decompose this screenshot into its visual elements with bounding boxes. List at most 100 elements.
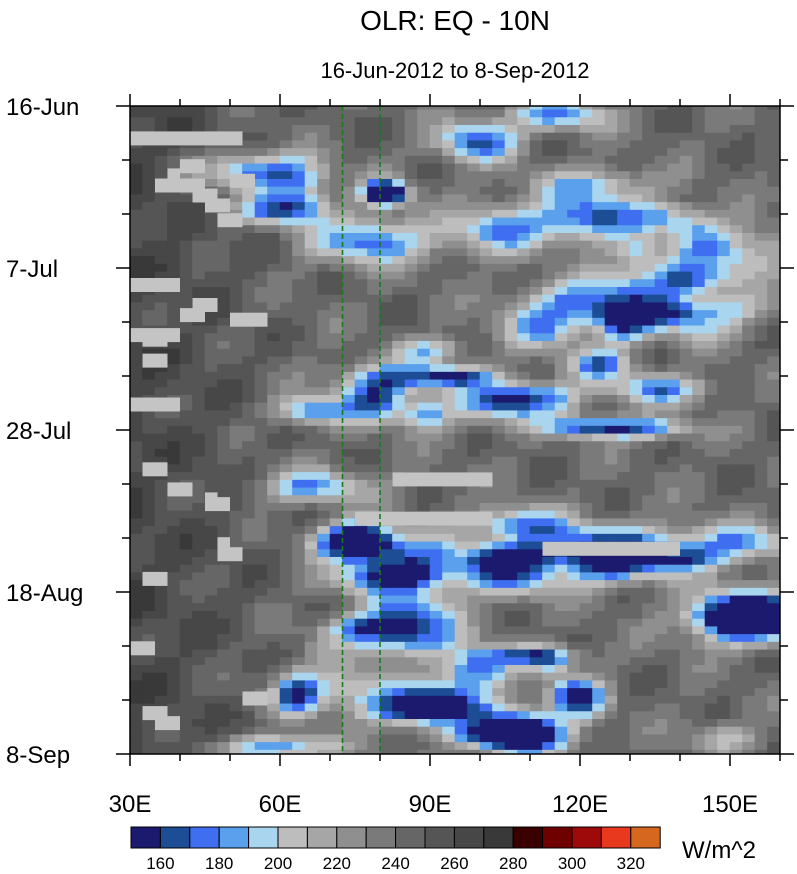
field-cell [417,587,431,597]
field-cell [404,672,418,682]
field-cell [467,464,481,473]
field-cell [642,132,656,142]
field-cell [454,464,468,473]
field-cell [567,610,581,620]
field-cell [179,549,193,558]
field-cell [629,394,643,404]
field-cell [242,726,256,736]
field-cell [417,433,431,442]
field-cell [754,549,768,558]
field-cell [479,703,493,712]
field-cell [517,726,531,736]
field-cell [167,603,181,612]
field-cell [367,348,381,358]
field-cell [754,526,768,535]
field-cell [142,456,156,466]
field-cell [604,749,618,754]
field-cell [454,456,468,466]
field-cell [504,672,518,682]
field-cell [242,649,256,658]
field-cell [592,379,606,388]
field-cell [654,402,668,412]
field-cell [267,310,281,319]
field-cell [354,718,368,728]
field-cell [492,495,506,504]
field-cell [442,634,456,643]
field-cell [392,541,406,550]
field-cell [317,564,331,574]
field-cell [554,364,568,373]
field-cell [292,564,306,574]
field-cell [367,155,381,165]
field-cell [517,487,531,496]
field-cell [729,456,743,466]
field-cell [667,232,681,242]
field-cell [192,734,206,743]
field-cell [292,124,306,134]
field-cell [667,664,681,674]
field-cell [754,194,768,203]
field-cell [692,240,706,250]
field-cell [567,502,581,512]
field-cell [604,340,618,350]
field-cell [742,340,756,350]
field-cell [529,317,543,327]
field-cell [429,109,443,118]
field-cell [342,356,356,365]
field-cell [629,464,643,473]
field-cell [367,726,381,736]
field-cell [754,518,768,527]
field-cell [704,232,718,242]
field-cell [354,441,368,450]
field-cell [542,688,556,697]
field-cell [267,356,281,365]
field-cell [492,634,506,643]
field-cell [329,634,343,643]
field-cell [554,688,568,697]
field-cell [679,580,693,589]
field-cell [692,148,706,157]
field-cell [292,626,306,635]
field-cell [354,286,368,296]
missing-data-patch [180,308,205,323]
field-cell [742,387,756,396]
field-cell [142,217,156,226]
field-cell [604,657,618,666]
field-cell [142,526,156,535]
field-cell [579,155,593,165]
field-cell [404,379,418,388]
field-cell [429,178,443,188]
field-cell [142,734,156,743]
field-cell [354,294,368,304]
field-cell [517,248,531,257]
field-cell [592,672,606,682]
field-cell [579,595,593,604]
field-cell [542,364,556,373]
field-cell [279,394,293,404]
field-cell [279,610,293,620]
field-cell [617,664,631,674]
field-cell [667,155,681,165]
field-cell [542,310,556,319]
field-cell [329,580,343,589]
field-cell [504,541,518,550]
field-cell [529,425,543,435]
field-cell [529,209,543,219]
field-cell [354,703,368,712]
field-cell [579,487,593,496]
field-cell [417,448,431,458]
field-cell [654,333,668,342]
field-cell [192,117,206,126]
field-cell [292,317,306,327]
field-cell [717,634,731,643]
field-cell [579,256,593,265]
field-cell [492,225,506,234]
field-cell [704,603,718,612]
field-cell [479,356,493,365]
field-cell [154,495,168,504]
field-cell [304,356,318,365]
field-cell [279,657,293,666]
field-cell [342,117,356,126]
field-cell [267,124,281,134]
field-cell [604,263,618,273]
